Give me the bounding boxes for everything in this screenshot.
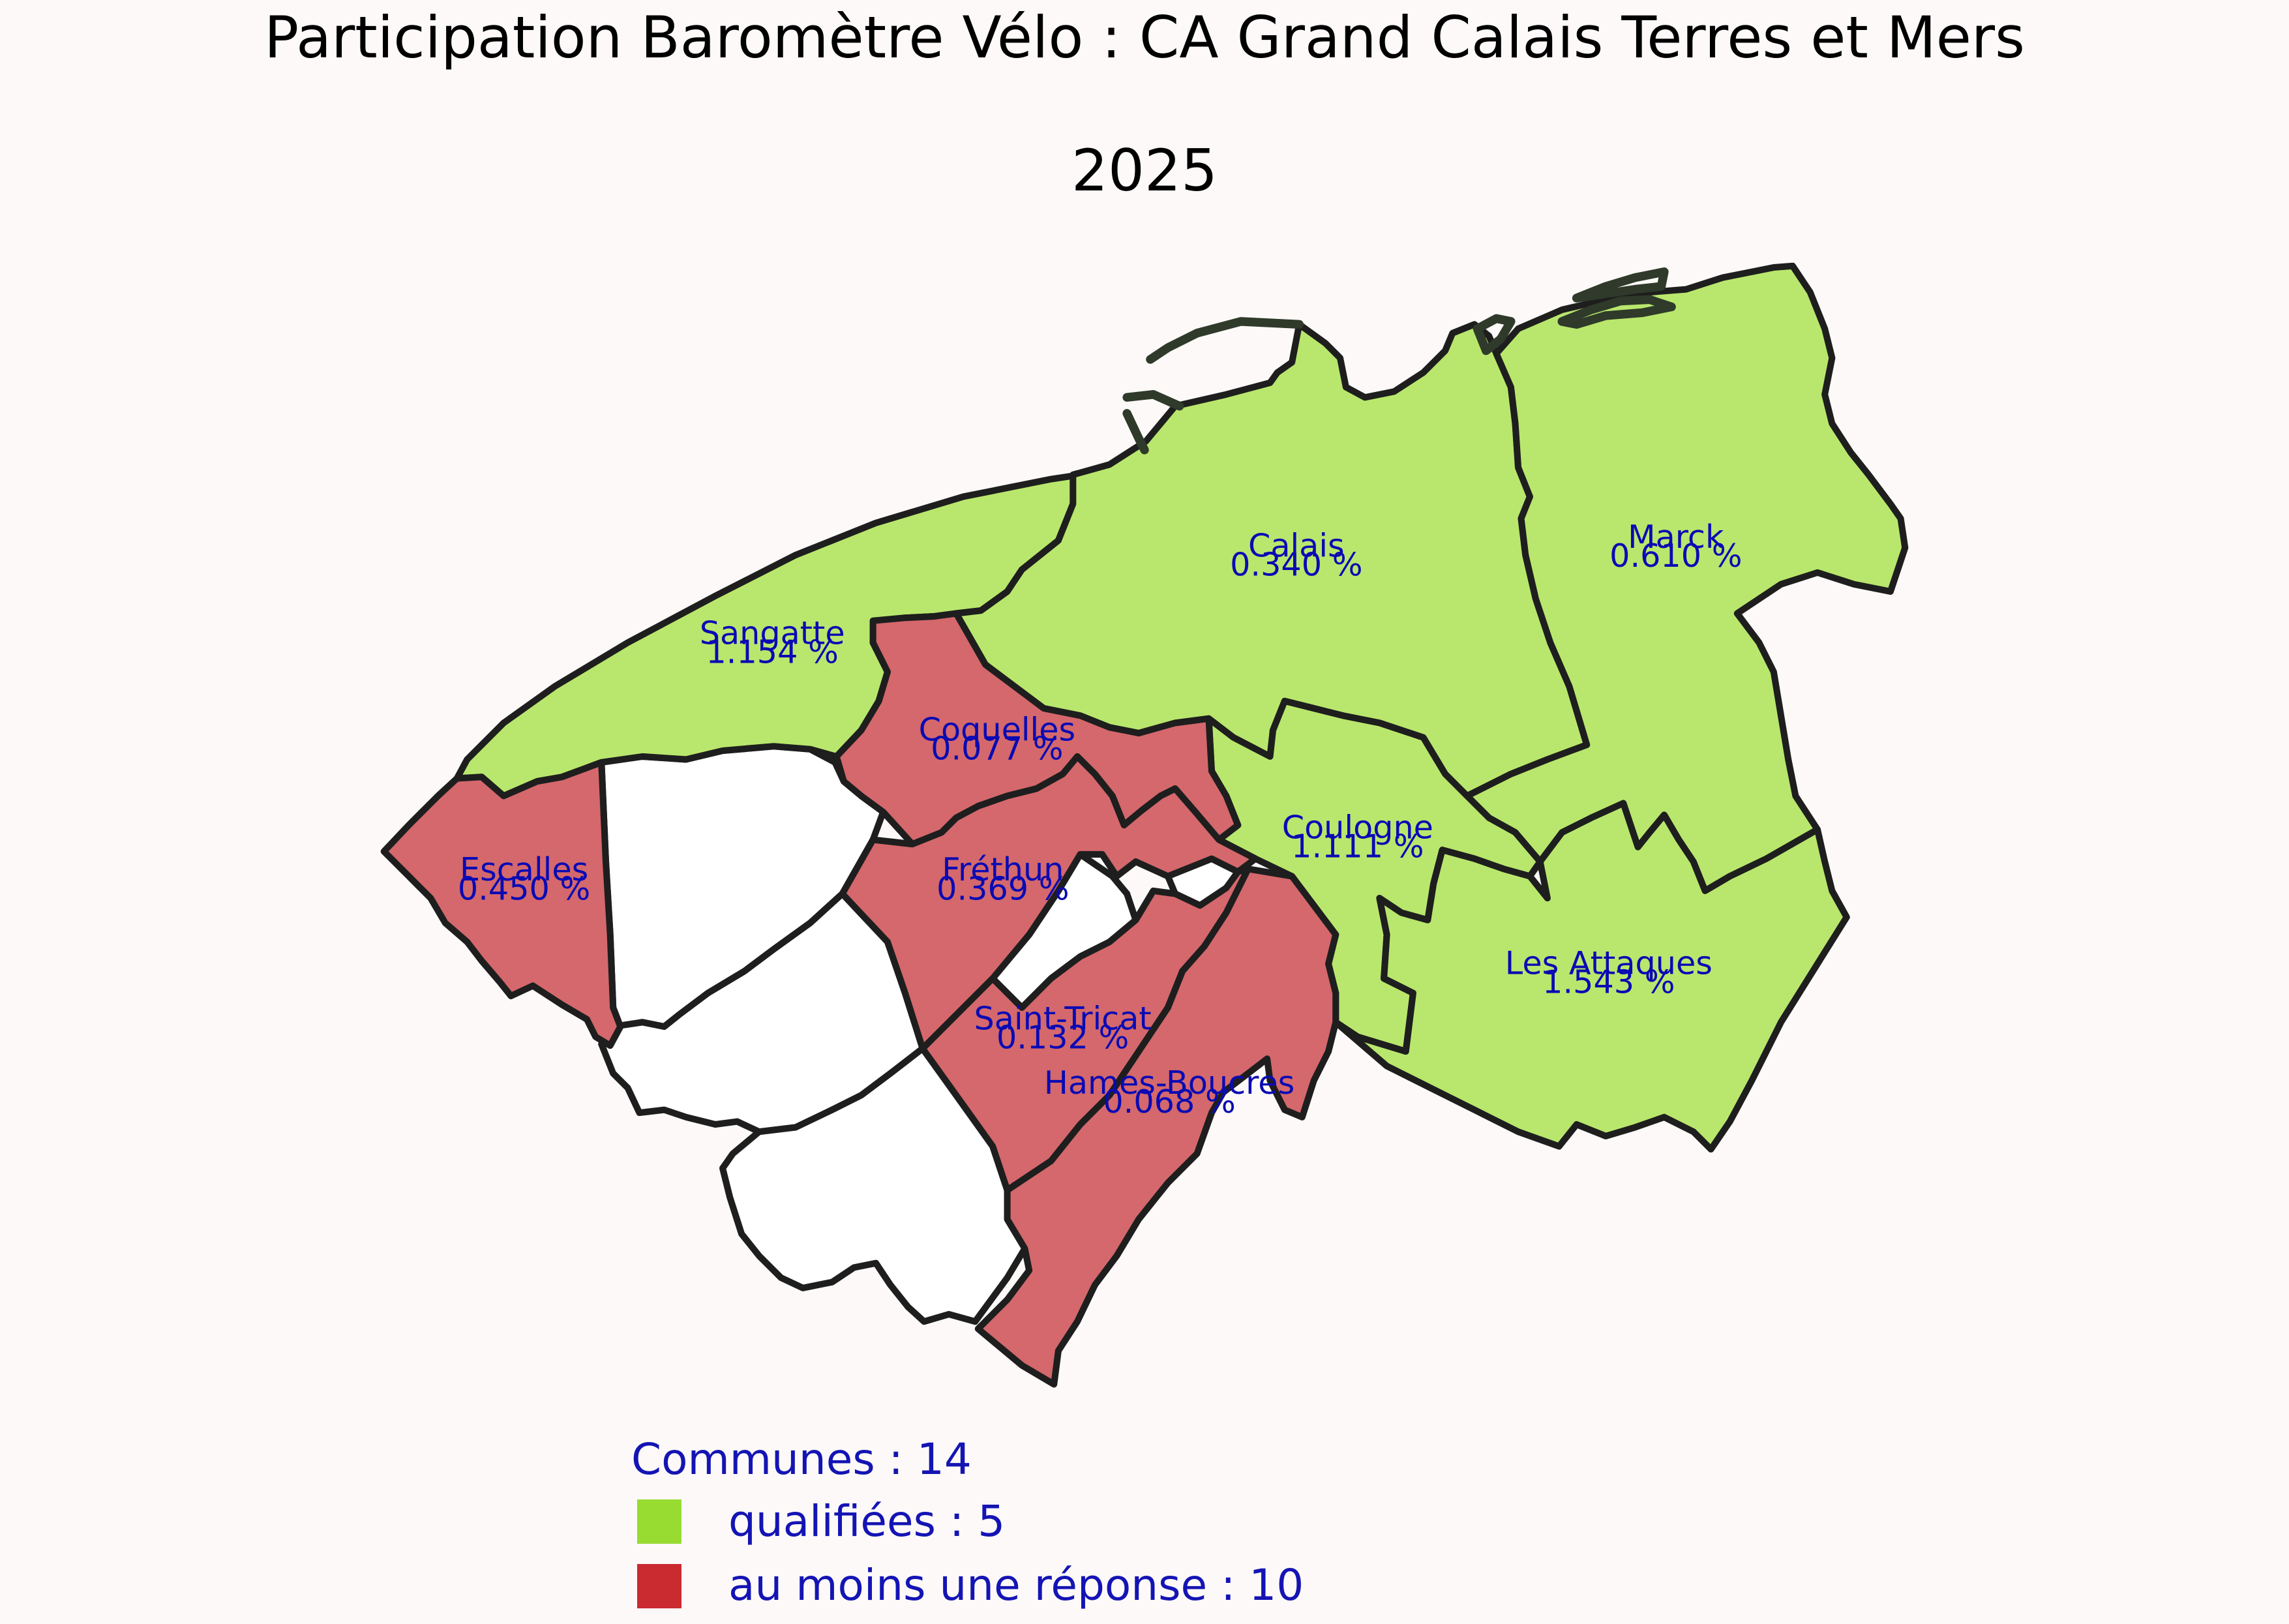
coastline-islet: [1473, 314, 1516, 355]
commune-label-rate: 0.068 %: [1103, 1083, 1235, 1120]
legend-label-partial: au moins une réponse : 10: [728, 1560, 1304, 1610]
commune-shape-no-response[interactable]: [719, 1045, 1028, 1325]
commune-label-name: Fréthun: [942, 850, 1064, 888]
legend-label-qualified: qualifiées : 5: [728, 1496, 1006, 1546]
commune-label-name: Coulogne: [1282, 808, 1433, 846]
commune-label-rate: 1.111 %: [1291, 827, 1424, 865]
coastline-harbour: [1122, 390, 1184, 455]
commune-label-rate: 0.340 %: [1230, 545, 1362, 583]
commune-shape-les-attaques[interactable]: [1332, 800, 1850, 1153]
legend-swatch-qualified: [637, 1499, 681, 1544]
commune-label-name: Marck: [1628, 518, 1724, 556]
commune-shape-hames-boucres[interactable]: [974, 865, 1339, 1388]
commune-label-name: Saint-Tricat: [974, 1000, 1152, 1038]
commune-label-name: Sangatte: [700, 614, 845, 652]
commune-label-rate: 0.132 %: [996, 1019, 1129, 1057]
commune-label-rate: 0.077 %: [931, 729, 1063, 767]
commune-label-name: Les Attaques: [1505, 944, 1713, 982]
commune-shape-escalles[interactable]: [380, 759, 624, 1049]
coastline-islet: [1557, 295, 1676, 329]
commune-label-rate: 1.543 %: [1542, 963, 1675, 1001]
commune-label-name: Hames-Boucres: [1044, 1064, 1294, 1102]
commune-label-name: Coquelles: [919, 710, 1076, 748]
map-subtitle-year: 2025: [1071, 137, 1218, 204]
commune-label-name: Escalles: [460, 850, 588, 888]
commune-label-rate: 0.610 %: [1609, 537, 1742, 575]
legend-swatch-partial: [637, 1564, 681, 1608]
commune-label-name: Calais: [1248, 526, 1345, 564]
coastline-calais-jetty: [1146, 317, 1304, 364]
coastline-islet: [1572, 267, 1669, 303]
legend-total-communes: Communes : 14: [631, 1434, 972, 1484]
commune-label-rate: 0.369 %: [936, 869, 1069, 907]
commune-label-rate: 1.154 %: [706, 633, 838, 671]
commune-label-rate: 0.450 %: [458, 869, 590, 907]
commune-shape-marck[interactable]: [1463, 262, 1909, 894]
map-title: Participation Baromètre Vélo : CA Grand …: [264, 4, 2025, 71]
